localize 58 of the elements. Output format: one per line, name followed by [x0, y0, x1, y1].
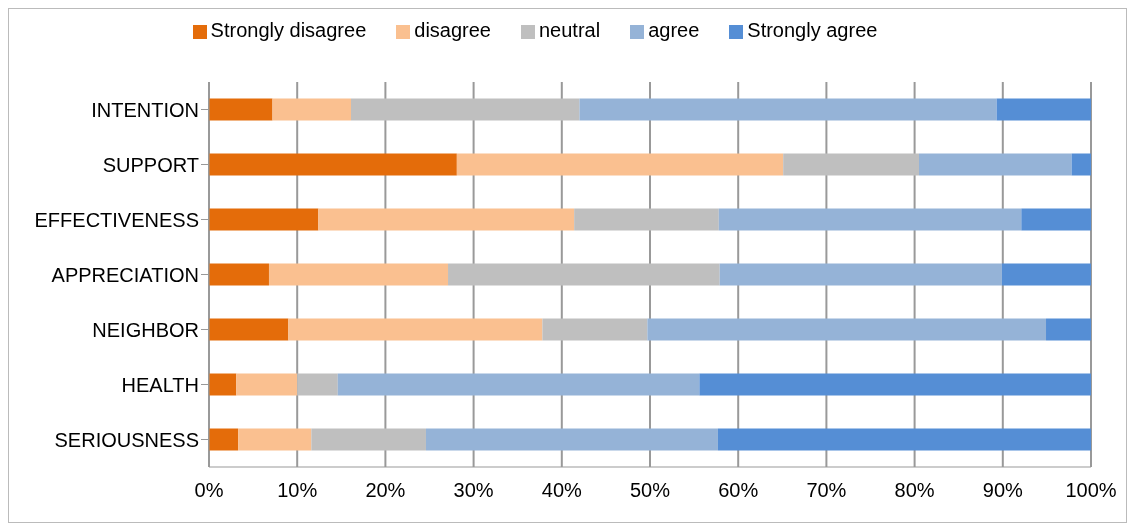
bar	[574, 208, 719, 231]
bar	[1021, 208, 1091, 231]
legend-label: neutral	[538, 19, 601, 41]
bar	[448, 263, 720, 286]
y-tick-label: EFFECTIVENESS	[34, 208, 199, 231]
x-tick-label: 100%	[1065, 479, 1117, 502]
bar	[311, 428, 426, 451]
bar	[209, 263, 269, 286]
bar	[318, 208, 575, 231]
bar	[288, 318, 543, 341]
legend-label: Strongly agree	[747, 19, 878, 41]
bar	[718, 208, 1022, 231]
bar	[717, 428, 1091, 451]
x-tick-label: 80%	[894, 479, 935, 502]
y-tick-label: INTENTION	[91, 98, 199, 121]
bar	[209, 318, 289, 341]
y-tick-label: SUPPORT	[102, 153, 199, 176]
bar	[425, 428, 718, 451]
bar	[719, 263, 1002, 286]
legend-label: disagree	[414, 19, 491, 41]
x-tick-label: 50%	[629, 479, 671, 502]
x-tick-label: 40%	[541, 479, 583, 502]
bar	[297, 373, 338, 396]
bar	[579, 98, 997, 121]
x-tick-label: 90%	[982, 479, 1024, 502]
bar	[1001, 263, 1091, 286]
bar	[209, 208, 319, 231]
x-tick-label: 20%	[365, 479, 406, 502]
legend-label: Strongly disagree	[210, 19, 367, 41]
bar	[209, 373, 237, 396]
x-tick-label: 60%	[718, 479, 759, 502]
x-tick-label: 30%	[453, 479, 494, 502]
bar	[1046, 318, 1091, 341]
bar	[647, 318, 1047, 341]
x-tick-label: 10%	[277, 479, 318, 502]
y-tick-label: HEALTH	[121, 373, 199, 396]
bar	[351, 98, 580, 121]
bar	[996, 98, 1091, 121]
y-tick-label: APPRECIATION	[51, 263, 199, 286]
y-tick-label: SERIOUSNESS	[54, 428, 199, 451]
bar	[268, 263, 449, 286]
bar	[699, 373, 1091, 396]
bar	[542, 318, 648, 341]
x-tick-label: 70%	[806, 479, 847, 502]
x-tick-label: 0%	[194, 479, 224, 502]
bar	[238, 428, 312, 451]
bar	[919, 153, 1072, 176]
bar	[209, 428, 239, 451]
bar	[236, 373, 298, 396]
bar	[272, 98, 351, 121]
legend-label: agree	[648, 19, 700, 41]
bar	[337, 373, 700, 396]
bar	[209, 153, 457, 176]
bar	[783, 153, 920, 176]
y-tick-label: NEIGHBOR	[92, 318, 199, 341]
bar	[456, 153, 784, 176]
bar	[209, 98, 273, 121]
bar	[1071, 153, 1091, 176]
